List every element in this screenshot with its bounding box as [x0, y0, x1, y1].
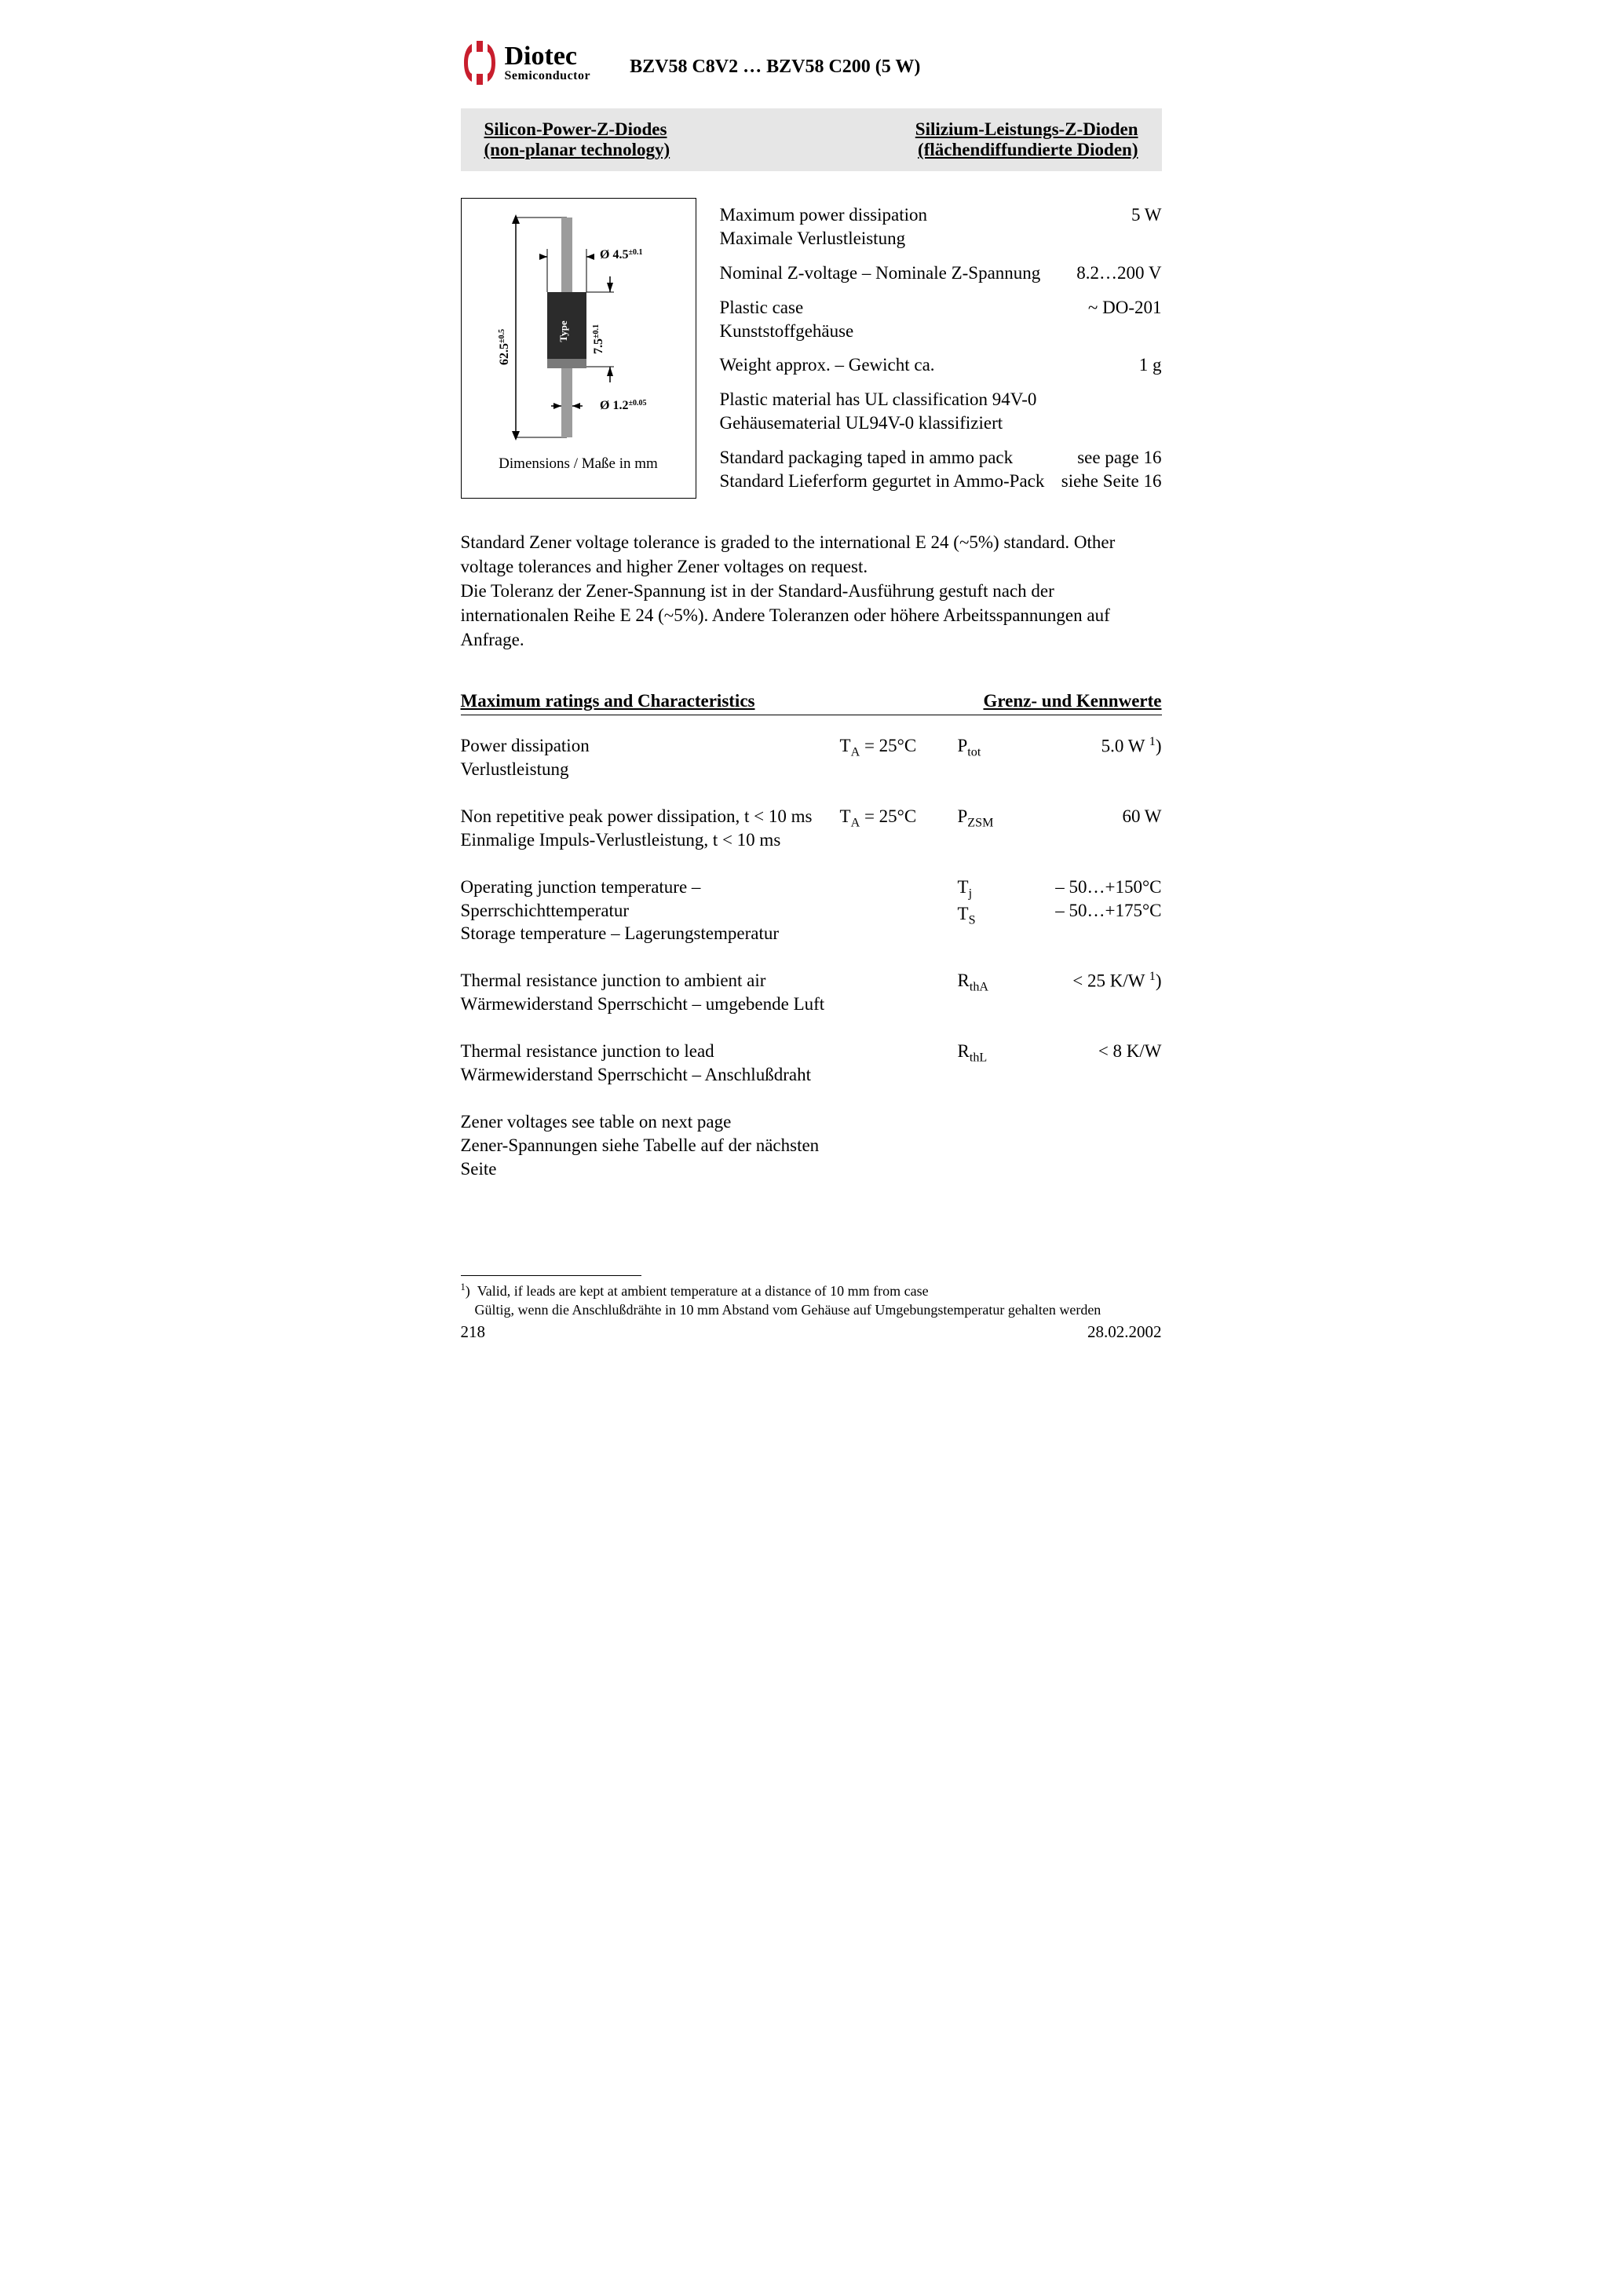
svg-text:Ø 1.2±0.05: Ø 1.2±0.05: [600, 399, 646, 413]
package-diagram: 62.5±0.5 Type Ø 4.5±0.1: [461, 198, 696, 499]
rating-symbol: TjTS: [958, 876, 1028, 946]
spec-row-item: Nominal Z-voltage – Nominale Z-Spannung …: [720, 256, 1162, 291]
logo-sub: Semiconductor: [505, 70, 591, 83]
rating-symbol: PZSM: [958, 805, 1028, 852]
svg-text:7.5±0.1: 7.5±0.1: [591, 324, 605, 354]
footnote-rule: [461, 1275, 641, 1276]
rating-desc: Power dissipationVerlustleistung: [461, 734, 840, 781]
page-date: 28.02.2002: [1087, 1322, 1162, 1342]
logo: Diotec Semiconductor: [461, 39, 591, 86]
ratings-header: Maximum ratings and Characteristics Gren…: [461, 691, 1162, 715]
spec-row-item: Plastic caseKunststoffgehäuse ~ DO-201: [720, 291, 1162, 349]
spec-table: Maximum power dissipationMaximale Verlus…: [720, 198, 1162, 499]
rating-row: Thermal resistance junction to ambient a…: [461, 969, 1162, 1016]
rating-value: < 8 K/W: [1028, 1040, 1162, 1087]
rating-value: 5.0 W 1): [1028, 734, 1162, 781]
rating-row: Zener voltages see table on next pageZen…: [461, 1110, 1162, 1181]
rating-condition: [840, 1040, 958, 1087]
spec-row-item: Weight approx. – Gewicht ca. 1 g: [720, 348, 1162, 382]
logo-brand: Diotec: [505, 42, 591, 71]
part-title: BZV58 C8V2 … BZV58 C200 (5 W): [630, 49, 920, 78]
rating-condition: [840, 1110, 958, 1181]
rating-row: Operating junction temperature – Sperrsc…: [461, 876, 1162, 946]
svg-text:Ø 4.5±0.1: Ø 4.5±0.1: [600, 248, 642, 262]
tolerance-note: Standard Zener voltage tolerance is grad…: [461, 530, 1162, 652]
page-footer: 218 28.02.2002: [461, 1322, 1162, 1342]
datasheet-page: Diotec Semiconductor BZV58 C8V2 … BZV58 …: [406, 0, 1217, 1373]
rating-symbol: RthA: [958, 969, 1028, 1016]
band-right: Silizium-Leistungs-Z-Dioden (flächendiff…: [915, 119, 1138, 160]
rating-row: Power dissipationVerlustleistungTA = 25°…: [461, 734, 1162, 781]
header: Diotec Semiconductor BZV58 C8V2 … BZV58 …: [461, 39, 1162, 86]
svg-text:Type: Type: [557, 320, 569, 342]
spec-row-item: Maximum power dissipationMaximale Verlus…: [720, 198, 1162, 256]
rating-value: – 50…+150°C– 50…+175°C: [1028, 876, 1162, 946]
svg-text:62.5±0.5: 62.5±0.5: [497, 329, 511, 365]
spec-row: 62.5±0.5 Type Ø 4.5±0.1: [461, 198, 1162, 499]
spec-row-item: Standard packaging taped in ammo packSta…: [720, 441, 1162, 499]
band-left: Silicon-Power-Z-Diodes (non-planar techn…: [484, 119, 670, 160]
rating-value: < 25 K/W 1): [1028, 969, 1162, 1016]
logo-glyph-icon: [461, 39, 499, 86]
rating-desc: Operating junction temperature – Sperrsc…: [461, 876, 840, 946]
rating-value: 60 W: [1028, 805, 1162, 852]
footnote-text: 1) Valid, if leads are kept at ambient t…: [461, 1281, 1152, 1320]
rating-condition: [840, 876, 958, 946]
rating-desc: Thermal resistance junction to ambient a…: [461, 969, 840, 1016]
package-drawing-icon: 62.5±0.5 Type Ø 4.5±0.1: [473, 210, 685, 445]
rating-symbol: RthL: [958, 1040, 1028, 1087]
diagram-caption: Dimensions / Maße in mm: [469, 455, 688, 473]
rating-symbol: Ptot: [958, 734, 1028, 781]
subtitle-band: Silicon-Power-Z-Diodes (non-planar techn…: [461, 108, 1162, 171]
page-number: 218: [461, 1322, 486, 1342]
rating-desc: Thermal resistance junction to leadWärme…: [461, 1040, 840, 1087]
spec-row-item: Plastic material has UL classification 9…: [720, 382, 1162, 441]
cathode-band: [547, 359, 586, 368]
rating-symbol: [958, 1110, 1028, 1181]
rating-desc: Zener voltages see table on next pageZen…: [461, 1110, 840, 1181]
rating-row: Thermal resistance junction to leadWärme…: [461, 1040, 1162, 1087]
rating-condition: TA = 25°C: [840, 805, 958, 852]
rating-value: [1028, 1110, 1162, 1181]
rating-condition: TA = 25°C: [840, 734, 958, 781]
ratings-table: Power dissipationVerlustleistungTA = 25°…: [461, 734, 1162, 1180]
rating-desc: Non repetitive peak power dissipation, t…: [461, 805, 840, 852]
rating-condition: [840, 969, 958, 1016]
rating-row: Non repetitive peak power dissipation, t…: [461, 805, 1162, 852]
